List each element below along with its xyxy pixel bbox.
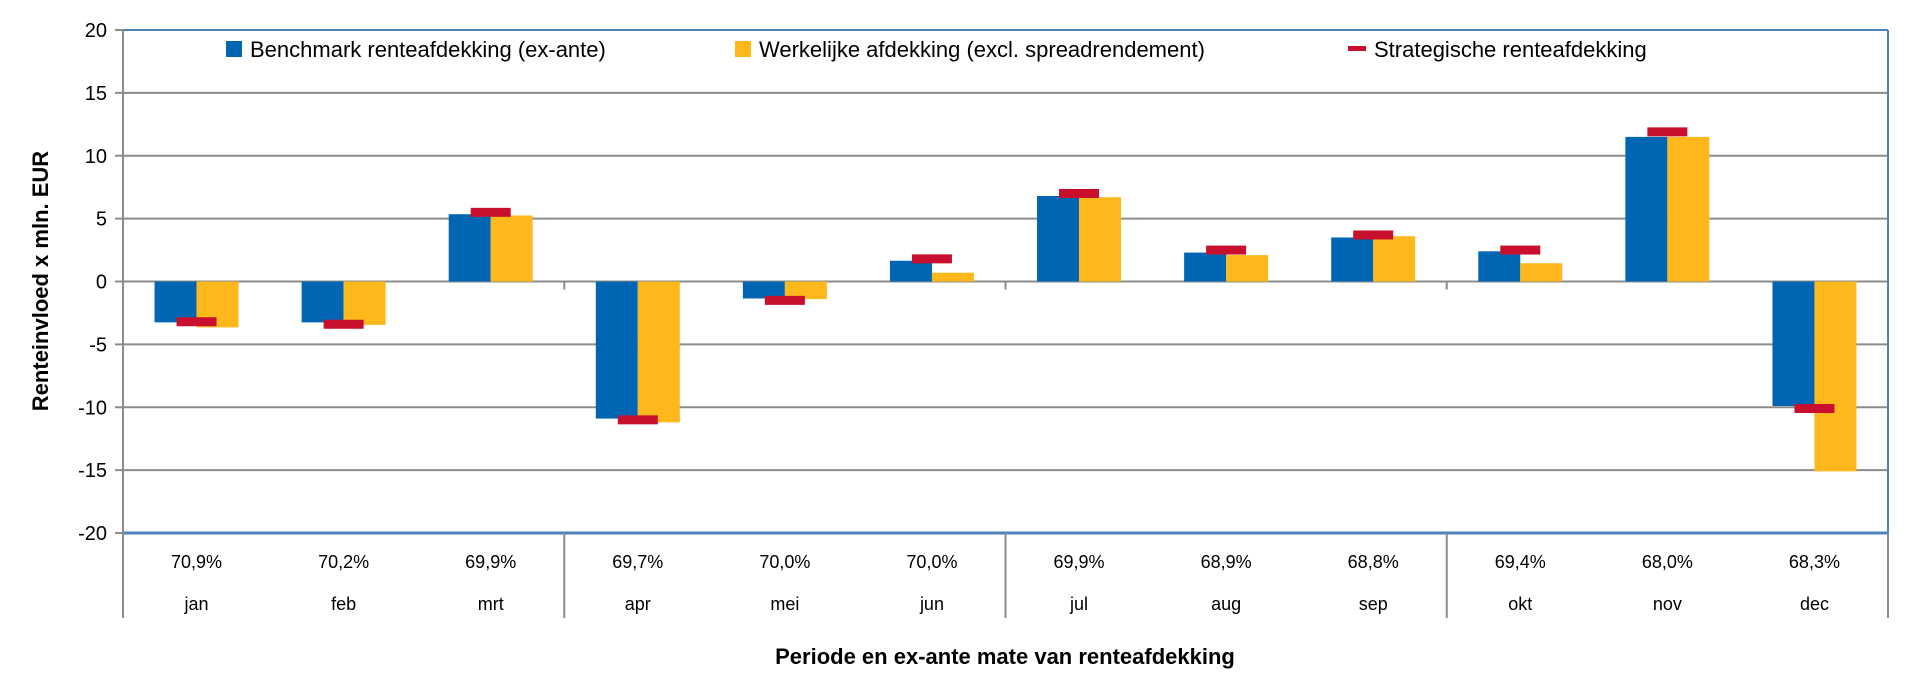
category-percentage-label: 70,0% <box>906 552 957 572</box>
bar-benchmark-apr <box>595 281 638 419</box>
marker-strategic-nov <box>1647 127 1688 137</box>
bar-benchmark-aug <box>1184 252 1227 282</box>
y-tick-label: -5 <box>89 334 107 356</box>
bar-actual-sep <box>1373 236 1416 282</box>
bar-actual-jul <box>1079 197 1122 282</box>
marker-strategic-jul <box>1059 188 1100 198</box>
y-tick-label: -20 <box>78 523 107 545</box>
category-percentage-label: 70,9% <box>171 552 222 572</box>
bar-actual-okt <box>1520 263 1563 282</box>
marker-strategic-okt <box>1500 245 1541 255</box>
category-percentage-label: 68,8% <box>1348 552 1399 572</box>
legend: Benchmark renteafdekking (ex-ante) Werkel… <box>226 37 1647 62</box>
category-month-label: mei <box>770 594 799 614</box>
category-percentage-label: 68,0% <box>1642 552 1693 572</box>
category-month-label: jan <box>184 594 209 614</box>
marker-strategic-aug <box>1206 245 1247 255</box>
legend-label-1: Werkelijke afdekking (excl. spreadrendem… <box>759 37 1205 62</box>
category-month-label: apr <box>625 594 651 614</box>
category-month-label: okt <box>1508 594 1532 614</box>
category-month-label: feb <box>331 594 356 614</box>
bars <box>154 136 1857 472</box>
bar-actual-aug <box>1226 255 1269 282</box>
bar-actual-mrt <box>490 215 533 282</box>
legend-swatch-1 <box>735 41 751 57</box>
markers <box>176 127 1835 425</box>
legend-swatch-0 <box>226 41 242 57</box>
y-tick-label: 20 <box>85 20 107 42</box>
bar-benchmark-jan <box>154 281 197 323</box>
bar-benchmark-jul <box>1037 195 1080 282</box>
x-category-labels: 70,9% jan 70,2% feb 69,9% mrt 69,7% apr 70,0% mei… <box>171 552 1840 614</box>
marker-strategic-jan <box>176 317 217 327</box>
category-percentage-label: 69,9% <box>465 552 516 572</box>
bar-actual-mei <box>784 281 827 300</box>
legend-label-2: Strategische renteafdekking <box>1374 37 1647 62</box>
x-axis-title: Periode en ex-ante mate van renteafdekki… <box>775 644 1235 669</box>
marker-strategic-mrt <box>470 207 511 217</box>
category-percentage-label: 69,4% <box>1495 552 1546 572</box>
category-month-label: jun <box>919 594 944 614</box>
bar-actual-dec <box>1814 281 1857 472</box>
bar-benchmark-okt <box>1478 251 1521 282</box>
category-percentage-label: 69,9% <box>1054 552 1105 572</box>
marker-strategic-jun <box>911 254 952 264</box>
marker-strategic-sep <box>1353 230 1394 240</box>
category-month-label: mrt <box>478 594 504 614</box>
y-tick-label: -10 <box>78 397 107 419</box>
y-axis-title: Renteinvloed x mln. EUR <box>28 151 53 411</box>
category-month-label: dec <box>1800 594 1829 614</box>
category-month-label: aug <box>1211 594 1241 614</box>
y-tick-label: 5 <box>96 209 107 231</box>
category-month-label: nov <box>1653 594 1682 614</box>
bar-actual-feb <box>343 281 386 325</box>
marker-strategic-dec <box>1794 404 1835 414</box>
category-month-label: jul <box>1069 594 1088 614</box>
category-percentage-label: 68,9% <box>1201 552 1252 572</box>
category-percentage-label: 70,2% <box>318 552 369 572</box>
marker-strategic-feb <box>323 319 364 329</box>
category-percentage-label: 69,7% <box>612 552 663 572</box>
marker-strategic-apr <box>617 415 658 425</box>
category-percentage-label: 70,0% <box>759 552 810 572</box>
category-percentage-label: 68,3% <box>1789 552 1840 572</box>
axes <box>115 29 1889 618</box>
y-tick-labels: 20 15 10 5 0 -5 -10 -15 -20 <box>78 20 107 545</box>
bar-benchmark-sep <box>1331 237 1374 282</box>
bar-benchmark-nov <box>1625 136 1668 282</box>
bar-benchmark-jun <box>889 260 932 282</box>
y-tick-label: -15 <box>78 460 107 482</box>
legend-label-0: Benchmark renteafdekking (ex-ante) <box>250 37 606 62</box>
bar-benchmark-mrt <box>448 214 491 282</box>
y-tick-label: 15 <box>85 83 107 105</box>
bar-benchmark-mei <box>742 281 785 299</box>
bar-actual-nov <box>1667 136 1710 282</box>
bar-benchmark-feb <box>301 281 344 323</box>
legend-swatch-2 <box>1348 46 1366 51</box>
bar-benchmark-dec <box>1772 281 1815 406</box>
category-month-label: sep <box>1359 594 1388 614</box>
bar-actual-apr <box>637 281 680 423</box>
bar-actual-jun <box>931 272 974 282</box>
y-tick-label: 0 <box>96 272 107 294</box>
marker-strategic-mei <box>764 295 805 305</box>
y-tick-label: 10 <box>85 146 107 168</box>
